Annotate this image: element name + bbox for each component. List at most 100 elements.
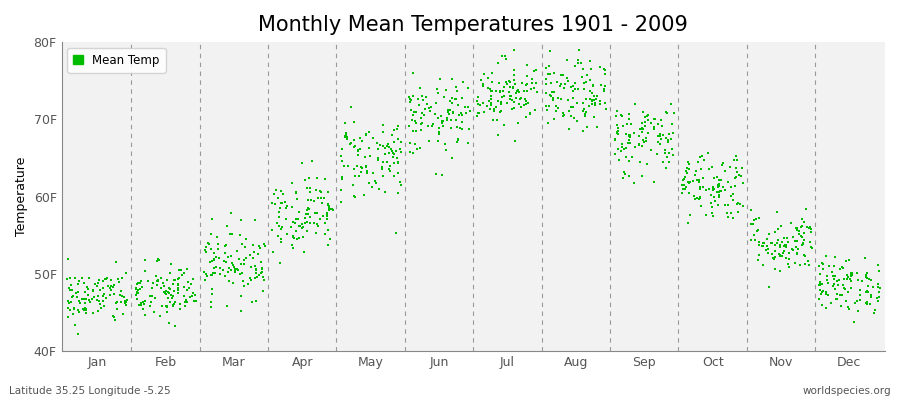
Point (386, 173, 400, 179)
Point (481, 75, 495, 81)
Point (234, 308, 248, 314)
Point (736, 180, 751, 186)
Point (745, 221, 760, 228)
Point (104, 283, 119, 290)
Point (148, 273, 163, 280)
Point (337, 163, 351, 169)
Point (608, 136, 622, 142)
Point (347, 194, 362, 200)
Point (119, 299, 133, 305)
Point (760, 250, 775, 256)
Point (439, 87, 454, 94)
Point (871, 262, 886, 268)
Point (872, 294, 886, 300)
Point (496, 122, 510, 128)
Point (382, 166, 396, 172)
Point (622, 132, 636, 138)
Point (829, 278, 843, 284)
Point (375, 122, 390, 128)
Point (316, 212, 330, 219)
Point (446, 95, 460, 101)
Point (543, 92, 557, 98)
Point (132, 302, 147, 308)
Point (130, 281, 144, 287)
Point (778, 242, 792, 249)
Point (403, 148, 418, 155)
Point (622, 173, 636, 180)
Point (454, 126, 469, 132)
Point (462, 126, 476, 132)
Point (204, 231, 219, 237)
Point (207, 250, 221, 256)
Point (627, 101, 642, 107)
Point (441, 108, 455, 114)
Point (111, 276, 125, 282)
Point (334, 153, 348, 159)
Point (498, 84, 512, 90)
Point (761, 284, 776, 290)
Point (120, 297, 134, 303)
Point (106, 313, 121, 319)
Point (484, 95, 499, 102)
Point (719, 210, 733, 216)
Point (609, 129, 624, 135)
Point (475, 82, 490, 88)
Point (790, 227, 805, 234)
Point (422, 104, 436, 111)
Point (561, 97, 575, 103)
Point (626, 180, 641, 186)
Point (571, 86, 585, 92)
Point (200, 273, 214, 279)
Y-axis label: Temperature: Temperature (15, 157, 28, 236)
Point (438, 141, 453, 148)
Point (500, 79, 514, 85)
Point (508, 138, 522, 145)
Point (518, 114, 533, 120)
Point (252, 272, 266, 278)
Point (706, 186, 720, 192)
Point (543, 48, 557, 54)
Point (109, 300, 123, 306)
Point (103, 292, 117, 298)
Point (65, 286, 79, 293)
Point (347, 166, 362, 172)
Point (335, 174, 349, 180)
Point (203, 272, 218, 278)
Point (752, 242, 766, 248)
Point (300, 184, 314, 191)
Point (731, 200, 745, 206)
Point (868, 307, 882, 314)
Point (180, 266, 194, 272)
Point (403, 96, 418, 103)
Point (618, 154, 633, 160)
Point (576, 66, 590, 72)
Point (712, 177, 726, 183)
Point (454, 112, 469, 118)
Point (170, 281, 184, 287)
Point (706, 184, 720, 190)
Point (616, 123, 631, 129)
Point (414, 121, 428, 128)
Point (146, 280, 160, 287)
Point (181, 278, 195, 285)
Point (563, 84, 578, 91)
Point (770, 209, 785, 216)
Point (445, 155, 459, 161)
Point (564, 112, 579, 119)
Point (406, 112, 420, 118)
Point (556, 110, 571, 116)
Point (710, 174, 724, 181)
Point (290, 236, 304, 242)
Point (70, 281, 85, 288)
Point (650, 151, 664, 157)
Point (507, 47, 521, 54)
Point (78, 307, 93, 314)
Point (284, 204, 299, 210)
Point (586, 82, 600, 89)
Point (198, 247, 212, 253)
Point (570, 100, 584, 106)
Point (477, 108, 491, 115)
Point (416, 97, 430, 103)
Point (576, 106, 590, 112)
Point (310, 175, 325, 182)
